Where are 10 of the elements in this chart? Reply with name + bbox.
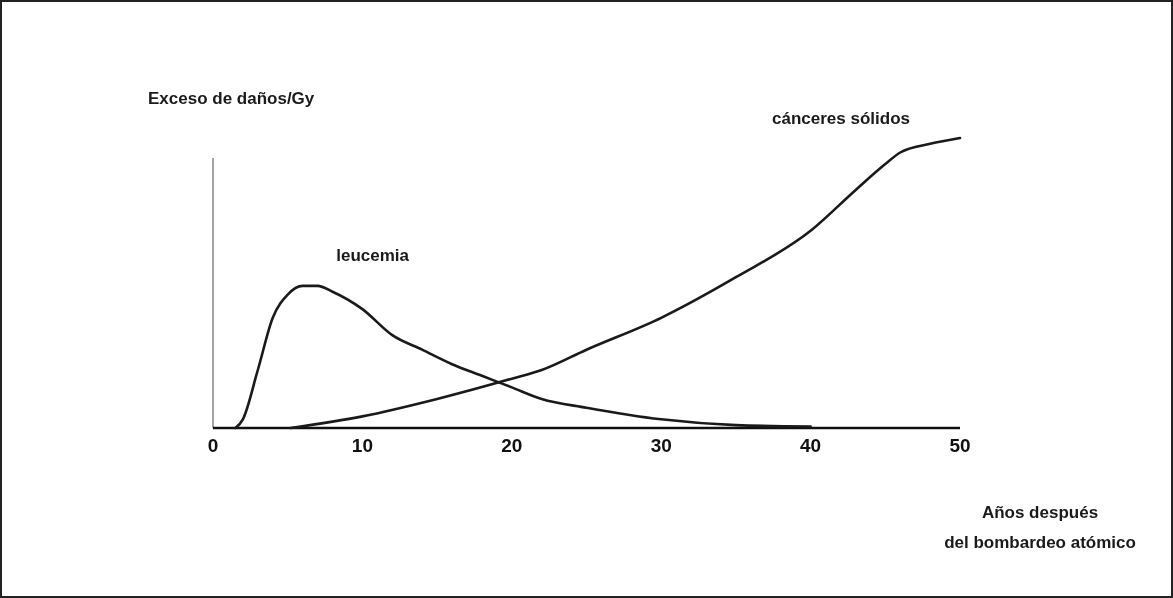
x-tick-label: 50: [949, 435, 971, 456]
x-tick-label: 30: [650, 435, 672, 456]
series-label: leucemia: [336, 245, 410, 265]
x-tick-label: 40: [800, 435, 822, 456]
x-tick-label: 20: [501, 435, 523, 456]
x-tick-label: 10: [351, 435, 373, 456]
y-axis-title: Exceso de daños/Gy: [148, 89, 315, 108]
x-tick-label: 0: [207, 435, 219, 456]
x-axis-title: Años después del bombardeo atómico: [944, 503, 1136, 552]
series-label: cánceres sólidos: [772, 109, 910, 128]
